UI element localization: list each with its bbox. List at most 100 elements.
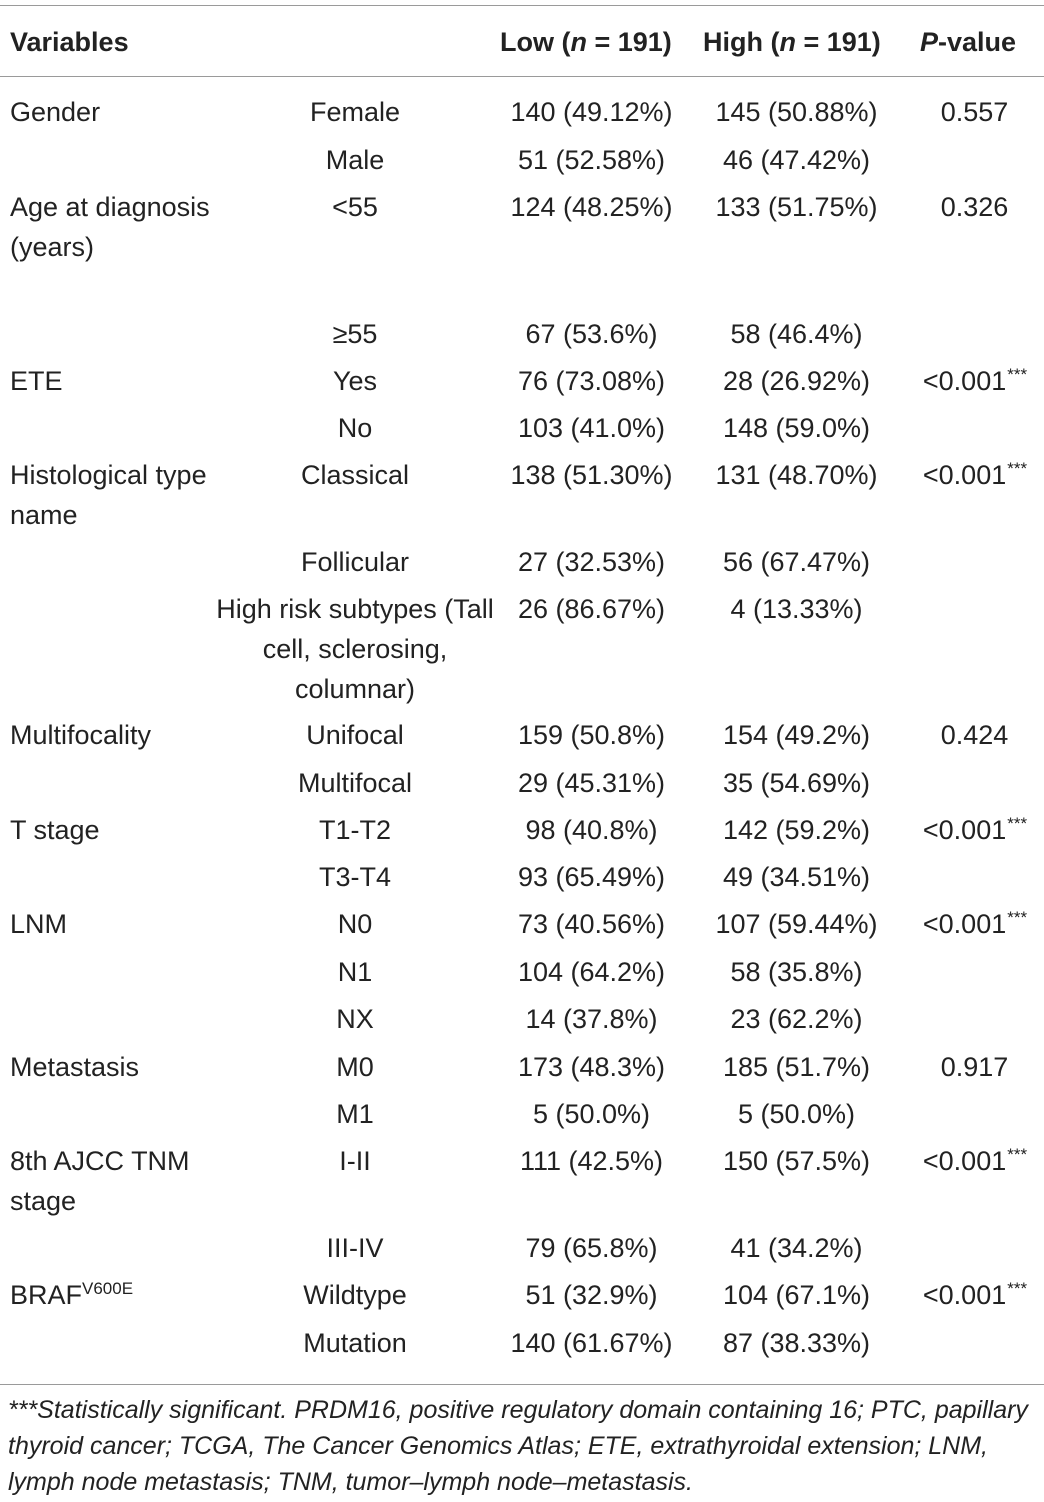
high-cell: 107 (59.44%) <box>715 909 878 939</box>
variable-cell: Histological type name <box>10 460 207 530</box>
pvalue-cell: <0.001*** <box>905 1275 1044 1315</box>
low-cell: 29 (45.31%) <box>517 768 666 798</box>
category-cell: Male <box>325 145 385 175</box>
pvalue-cell <box>905 763 1044 803</box>
low-cell: 5 (50.0%) <box>532 1099 651 1129</box>
high-cell: 87 (38.33%) <box>722 1328 871 1358</box>
pvalue-text: 0.424 <box>940 720 1009 750</box>
low-cell: 26 (86.67%) <box>517 594 666 624</box>
pvalue-cell: <0.001*** <box>905 455 1044 495</box>
low-cell: 98 (40.8%) <box>525 815 658 845</box>
high-cell: 5 (50.0%) <box>737 1099 856 1129</box>
category-cell: M0 <box>336 1052 374 1082</box>
pvalue-text: <0.001 <box>922 366 1007 396</box>
high-cell: 23 (62.2%) <box>730 1004 863 1034</box>
high-cell: 56 (67.47%) <box>722 547 871 577</box>
table-body: Gender Female 140 (49.12%) 145 (50.88%) 0.55… <box>10 92 1044 1363</box>
pvalue-cell <box>905 408 1044 448</box>
high-cell: 46 (47.42%) <box>722 145 871 175</box>
variable-cell: 8th AJCC TNM stage <box>10 1146 190 1216</box>
category-cell: ≥55 <box>332 319 378 349</box>
pvalue-cell <box>905 1323 1044 1363</box>
header-pvalue: P-value <box>920 27 1017 57</box>
high-cell: 133 (51.75%) <box>715 192 878 222</box>
table-footnote: ***Statistically significant. PRDM16, po… <box>8 1396 1028 1496</box>
low-cell: 138 (51.30%) <box>510 460 673 490</box>
high-cell: 41 (34.2%) <box>730 1233 863 1263</box>
high-cell: 154 (49.2%) <box>722 720 871 750</box>
category-cell: I-II <box>339 1146 371 1176</box>
category-cell: M1 <box>336 1099 374 1129</box>
pvalue-text: 0.917 <box>940 1052 1009 1082</box>
pvalue-cell: 0.917 <box>905 1047 1044 1087</box>
pvalue-text: <0.001 <box>922 815 1007 845</box>
pvalue-cell: <0.001*** <box>905 904 1044 944</box>
header-low: Low (n = 191) <box>500 27 672 57</box>
category-cell: Mutation <box>303 1328 407 1358</box>
header-high: High (n = 191) <box>703 27 881 57</box>
pvalue-cell: <0.001*** <box>905 361 1044 401</box>
pvalue-cell <box>905 857 1044 897</box>
category-cell: Female <box>309 97 401 127</box>
variable-cell: T stage <box>10 815 100 845</box>
low-cell: 173 (48.3%) <box>517 1052 666 1082</box>
variable-label: BRAF <box>10 1280 83 1310</box>
low-cell: 111 (42.5%) <box>519 1146 664 1176</box>
low-cell: 103 (41.0%) <box>517 413 666 443</box>
low-cell: 104 (64.2%) <box>517 957 666 987</box>
category-cell: No <box>337 413 373 443</box>
low-cell: 27 (32.53%) <box>517 547 666 577</box>
pvalue-cell <box>905 999 1044 1039</box>
category-cell: Wildtype <box>303 1280 407 1310</box>
high-cell: 49 (34.51%) <box>722 862 871 892</box>
header-rule <box>0 76 1044 77</box>
low-cell: 51 (32.9%) <box>525 1280 658 1310</box>
category-cell: T3-T4 <box>318 862 391 892</box>
pvalue-cell <box>905 589 1044 629</box>
pvalue-text: <0.001 <box>922 1146 1007 1176</box>
low-cell: 67 (53.6%) <box>525 319 658 349</box>
variable-cell: Multifocality <box>10 720 152 750</box>
low-cell: 14 (37.8%) <box>525 1004 658 1034</box>
category-cell: N0 <box>337 909 373 939</box>
high-cell: 58 (46.4%) <box>730 319 863 349</box>
low-cell: 124 (48.25%) <box>510 192 673 222</box>
category-cell: Follicular <box>300 547 410 577</box>
high-cell: 104 (67.1%) <box>722 1280 871 1310</box>
pvalue-text: <0.001 <box>922 909 1007 939</box>
category-cell: <55 <box>332 192 378 222</box>
pvalue-cell: 0.326 <box>905 187 1044 227</box>
category-cell: Unifocal <box>306 720 404 750</box>
pvalue-text: <0.001 <box>922 460 1007 490</box>
category-cell: Yes <box>332 366 378 396</box>
pvalue-cell: 0.557 <box>905 92 1044 132</box>
pvalue-cell <box>905 952 1044 992</box>
pvalue-cell: <0.001*** <box>905 1141 1044 1181</box>
category-cell: Multifocal <box>297 768 413 798</box>
table-top-rule <box>0 5 1044 6</box>
pvalue-cell <box>905 1094 1044 1134</box>
significance-marker: *** <box>1007 1145 1028 1164</box>
variable-cell: LNM <box>10 909 68 939</box>
pvalue-cell <box>905 1228 1044 1268</box>
low-cell: 159 (50.8%) <box>517 720 666 750</box>
significance-marker: *** <box>1007 459 1028 478</box>
high-cell: 145 (50.88%) <box>715 97 878 127</box>
low-cell: 140 (49.12%) <box>510 97 673 127</box>
category-cell: T1-T2 <box>318 815 391 845</box>
high-cell: 131 (48.70%) <box>715 460 878 490</box>
category-cell: NX <box>336 1004 374 1034</box>
significance-marker: *** <box>1007 814 1028 833</box>
pvalue-cell <box>905 140 1044 180</box>
low-cell: 76 (73.08%) <box>517 366 666 396</box>
category-cell: III-IV <box>326 1233 384 1263</box>
high-cell: 148 (59.0%) <box>722 413 871 443</box>
category-cell: High risk subtypes (Tall cell, sclerosin… <box>216 594 494 704</box>
variable-cell: Age at diagnosis (years) <box>10 192 210 262</box>
pvalue-cell <box>905 542 1044 582</box>
low-cell: 51 (52.58%) <box>517 145 666 175</box>
high-cell: 58 (35.8%) <box>730 957 863 987</box>
low-cell: 79 (65.8%) <box>525 1233 658 1263</box>
pvalue-cell: 0.424 <box>905 715 1044 755</box>
variable-superscript: V600E <box>82 1279 134 1298</box>
